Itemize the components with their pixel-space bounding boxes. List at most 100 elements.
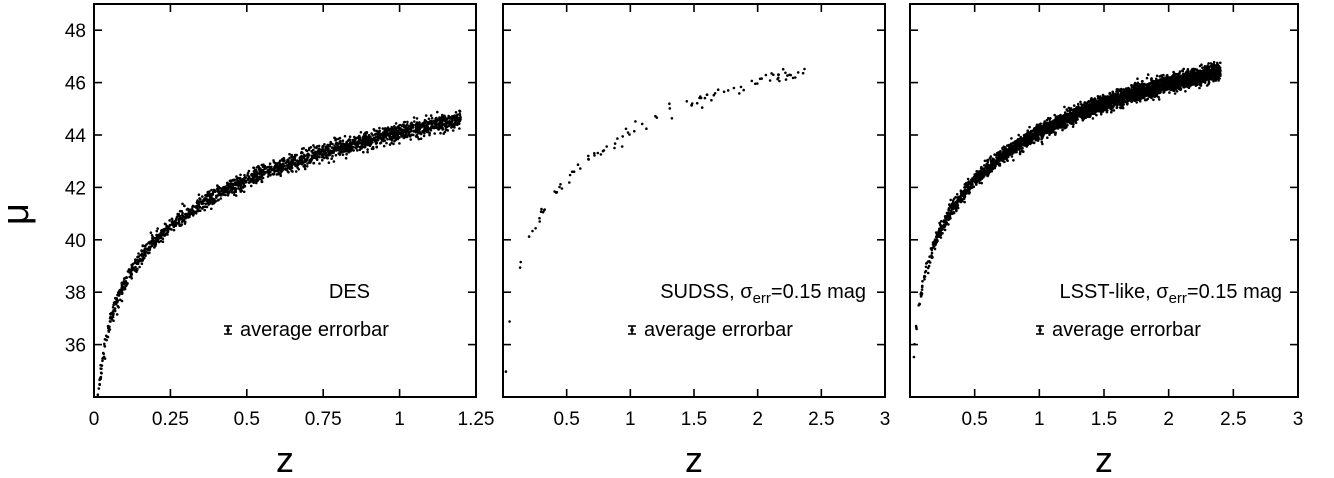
data-point: [163, 234, 166, 237]
average-errorbar-glyph: [628, 325, 636, 335]
data-point: [339, 150, 343, 153]
data-point: [668, 107, 672, 110]
data-point: [290, 166, 294, 170]
data-point: [540, 207, 543, 211]
data-point: [254, 170, 257, 174]
data-point: [390, 125, 394, 129]
data-point: [284, 167, 288, 170]
data-point: [168, 219, 171, 222]
data-point: [963, 195, 967, 198]
data-point: [333, 136, 336, 140]
data-point: [190, 211, 194, 214]
data-point: [434, 123, 438, 126]
data-point: [378, 130, 381, 133]
data-point: [439, 131, 442, 135]
data-point: [250, 173, 254, 177]
data-point: [559, 183, 562, 186]
data-point: [194, 212, 198, 215]
data-point: [620, 145, 624, 148]
data-point: [201, 199, 205, 202]
data-point: [602, 149, 606, 152]
data-point: [258, 175, 261, 179]
data-point: [1184, 90, 1187, 93]
data-point: [98, 382, 101, 386]
data-point: [211, 193, 214, 196]
data-point: [616, 137, 619, 140]
data-point: [103, 342, 106, 346]
data-point: [343, 147, 347, 151]
data-point: [147, 251, 150, 255]
data-point: [1168, 91, 1171, 94]
data-point: [438, 127, 441, 131]
data-point: [198, 209, 202, 212]
data-point: [143, 251, 146, 254]
data-point: [430, 125, 433, 129]
data-point: [266, 175, 270, 178]
data-point: [354, 137, 358, 140]
data-point: [943, 228, 947, 232]
data-point: [732, 86, 736, 90]
data-point: [415, 130, 419, 134]
data-point: [333, 144, 336, 148]
data-point: [568, 173, 572, 177]
data-point: [415, 127, 418, 131]
data-point: [178, 209, 182, 213]
data-point: [410, 125, 413, 128]
data-point: [109, 320, 112, 323]
data-point: [281, 157, 285, 161]
data-point: [302, 156, 306, 160]
data-point: [226, 183, 229, 187]
data-point: [345, 152, 348, 156]
data-point: [924, 265, 928, 269]
data-point: [710, 98, 713, 102]
data-point: [221, 187, 225, 190]
data-point: [458, 127, 461, 130]
data-point: [386, 130, 389, 134]
data-point: [118, 292, 121, 296]
data-point: [113, 300, 117, 304]
data-point: [1010, 155, 1014, 158]
data-point: [141, 244, 145, 247]
data-point: [302, 154, 306, 158]
data-point: [356, 149, 359, 152]
data-point: [1136, 77, 1139, 80]
data-point: [286, 160, 290, 164]
data-point: [1090, 97, 1093, 100]
data-point: [348, 135, 352, 138]
data-point: [258, 172, 262, 176]
data-point: [308, 158, 312, 162]
data-point: [142, 253, 145, 257]
data-point: [277, 171, 281, 175]
data-point: [1040, 140, 1044, 144]
data-point: [177, 221, 181, 224]
data-point: [1041, 142, 1044, 146]
data-point: [341, 139, 345, 142]
data-point: [177, 214, 181, 217]
data-point: [504, 370, 508, 373]
data-point: [427, 117, 431, 121]
data-point: [154, 244, 157, 248]
data-point: [204, 194, 207, 197]
data-point: [150, 234, 154, 237]
average-errorbar-label: average errorbar: [240, 319, 389, 341]
data-point: [195, 204, 199, 208]
data-point: [288, 156, 291, 160]
data-point: [942, 220, 945, 224]
y-tick-label: 44: [65, 126, 87, 147]
data-point: [382, 144, 386, 148]
data-point: [147, 241, 150, 245]
data-point: [263, 170, 267, 174]
data-point: [451, 129, 455, 132]
data-point: [383, 139, 387, 142]
data-point: [261, 169, 265, 173]
data-point: [351, 142, 354, 145]
data-point: [360, 142, 364, 146]
y-tick-label: 36: [65, 336, 86, 357]
data-point: [531, 229, 534, 233]
data-point: [1072, 104, 1076, 107]
data-point: [156, 227, 159, 230]
data-point: [739, 85, 743, 89]
data-point: [215, 187, 219, 191]
data-point: [935, 233, 939, 236]
data-point: [628, 133, 631, 136]
